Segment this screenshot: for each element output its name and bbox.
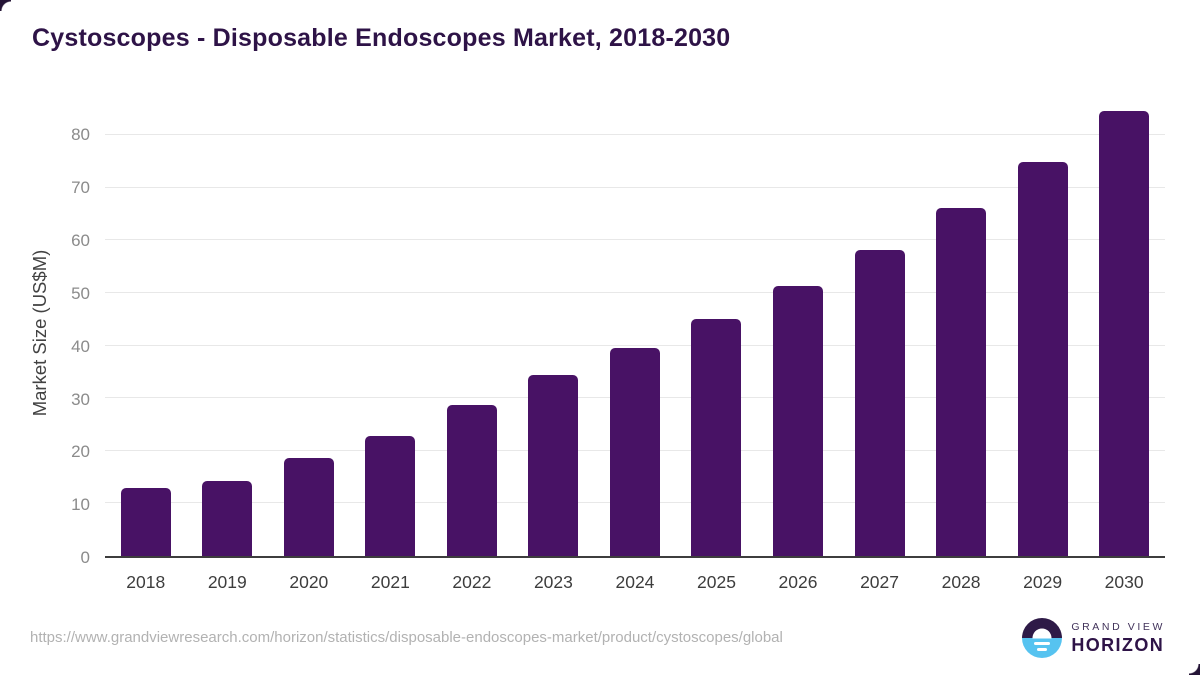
bar-slot-2026 [757,109,839,556]
x-tick-label-2024: 2024 [615,572,655,592]
x-tick-label-2021: 2021 [370,572,410,592]
bar-2029 [1017,162,1068,556]
bar-2030 [1099,111,1150,556]
x-axis-tick-labels: 2018 2019 2020 2021 2022 2023 2024 2025 2026 2027… [105,572,1165,593]
plot-area [105,109,1165,558]
x-tick-label-2029: 2029 [1023,572,1063,592]
gridline-60 [105,239,1165,241]
y-tick-label-50: 50 [71,283,90,303]
bar-2027 [854,249,905,556]
bar-slot-2027 [839,109,921,556]
bar-slot-2028 [920,109,1002,556]
corner-mark-top-left [0,0,11,11]
y-tick-label-60: 60 [71,231,90,251]
bar-2028 [936,208,987,556]
x-tick-label-2026: 2026 [778,572,818,592]
y-tick-label-80: 80 [71,125,90,145]
gridline-70 [105,186,1165,188]
y-axis-tick-labels: 0 10 20 30 40 50 60 70 80 [0,109,90,567]
x-tick-label-2025: 2025 [697,572,736,592]
bar-2022 [446,405,497,556]
sun-shape [1032,628,1052,638]
bar-slot-2023 [513,109,595,556]
x-tick-label-2030: 2030 [1104,572,1144,592]
bars-container [105,109,1165,556]
gridline-80 [105,134,1165,136]
bar-2023 [528,375,579,556]
bar-slot-2025 [676,109,758,556]
bar-2025 [691,318,742,556]
logo-line-grand-view: GRAND VIEW [1071,620,1165,633]
x-tick-label-2022: 2022 [452,572,492,592]
gridline-50 [105,292,1165,294]
bar-slot-2024 [594,109,676,556]
y-tick-label-10: 10 [71,495,90,515]
bar-slot-2030 [1083,109,1165,556]
sun-reflection-bar [1037,648,1048,651]
bar-slot-2018 [105,109,187,556]
logo-line-horizon: HORIZON [1071,635,1165,656]
corner-mark-bottom-right [1189,664,1200,675]
grand-view-horizon-logo: GRAND VIEW HORIZON [1022,618,1165,658]
chart-title: Cystoscopes - Disposable Endoscopes Mark… [32,24,731,52]
bar-slot-2029 [1002,109,1084,556]
bar-2021 [365,436,416,556]
bar-2026 [773,285,824,556]
bar-slot-2020 [268,109,350,556]
bar-slot-2022 [431,109,513,556]
bar-2024 [609,347,660,556]
y-tick-label-40: 40 [71,336,90,356]
bar-2019 [202,480,253,556]
bar-2020 [283,457,334,556]
bar-slot-2021 [350,109,432,556]
x-tick-label-2019: 2019 [207,572,247,592]
x-tick-label-2023: 2023 [533,572,573,592]
bar-2018 [120,487,171,556]
gridline-40 [105,344,1165,346]
x-tick-label-2018: 2018 [126,572,166,592]
y-tick-label-0: 0 [80,548,90,567]
logo-text: GRAND VIEW HORIZON [1071,622,1165,655]
sunrise-logo-icon [1022,618,1063,658]
y-tick-label-20: 20 [71,442,90,462]
source-url: https://www.grandviewresearch.com/horizo… [30,629,783,646]
x-tick-label-2020: 2020 [289,572,329,592]
bar-slot-2019 [187,109,269,556]
y-tick-label-30: 30 [71,389,90,409]
y-tick-label-70: 70 [71,178,90,198]
sun-reflection-bar [1034,642,1051,645]
x-tick-label-2027: 2027 [860,572,900,592]
x-tick-label-2028: 2028 [941,572,981,592]
